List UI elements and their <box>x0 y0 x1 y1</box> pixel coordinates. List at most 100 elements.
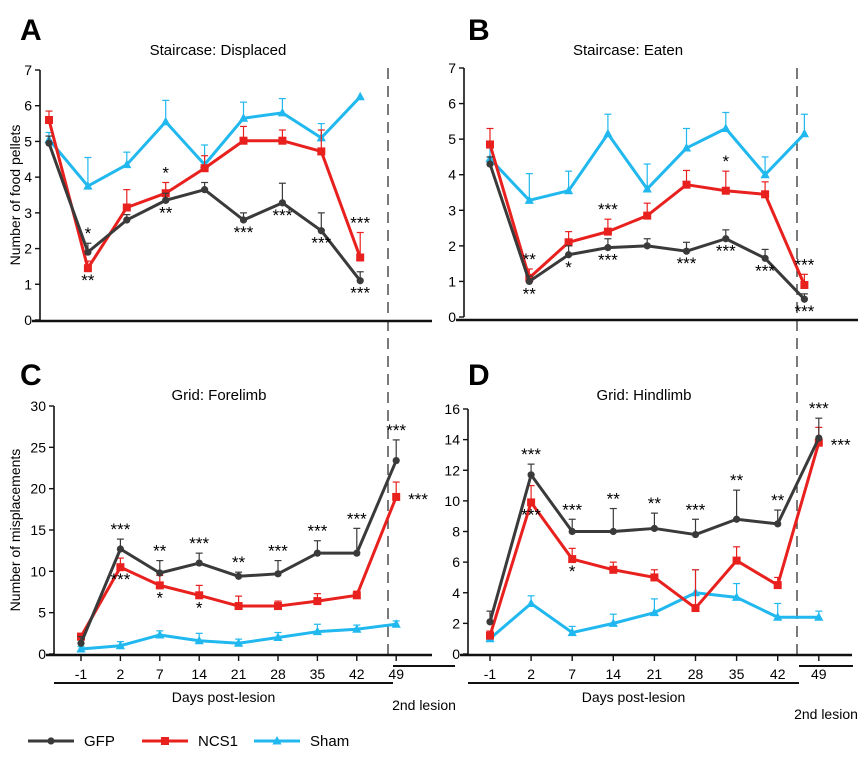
data-point-sham <box>352 624 362 633</box>
y-tick-label: 4 <box>24 169 32 185</box>
significance-marker: ** <box>232 553 246 572</box>
data-point-sham <box>564 185 574 195</box>
series-ncs1 <box>77 481 401 641</box>
data-point-gfp <box>239 216 248 224</box>
data-point-gfp <box>774 520 782 528</box>
significance-marker: *** <box>347 509 367 528</box>
data-point-ncs1 <box>773 581 782 590</box>
legend-label: GFP <box>84 733 115 750</box>
y-tick-label: 2 <box>24 241 32 257</box>
legend-label: Sham <box>310 733 349 750</box>
significance-marker: * <box>569 562 576 581</box>
data-point-gfp <box>682 247 691 255</box>
panel-letter-d: D <box>468 359 490 392</box>
significance-marker: *** <box>521 505 541 524</box>
significance-marker: * <box>85 224 92 243</box>
data-point-gfp <box>77 639 85 647</box>
y-tick-label: 7 <box>24 62 32 78</box>
data-point-ncs1 <box>45 116 53 124</box>
second-lesion-label: 2nd lesion <box>794 706 858 722</box>
data-point-ncs1 <box>155 581 164 590</box>
data-point-ncs1 <box>356 253 365 262</box>
data-point-sham <box>83 181 93 190</box>
x-tick-label: -1 <box>484 666 497 682</box>
data-point-gfp <box>761 254 769 262</box>
x-tick-label: 14 <box>191 666 207 682</box>
data-point-gfp <box>274 570 282 578</box>
data-point-ncs1 <box>200 164 209 173</box>
data-point-gfp <box>650 524 659 533</box>
data-point-sham <box>799 128 809 138</box>
x-tick-label: -1 <box>75 666 88 682</box>
legend-marker <box>47 737 55 745</box>
chart-title: Staircase: Displaced <box>150 42 287 59</box>
chart-panel-c: C Grid: Forelimb 0 5 10 15 20 25 30 Number of mis… <box>7 359 456 713</box>
significance-marker: *** <box>408 490 428 509</box>
data-point-gfp <box>527 471 535 479</box>
data-point-gfp <box>722 235 730 243</box>
data-point-sham <box>524 195 534 204</box>
x-tick-label: 7 <box>568 666 576 682</box>
y-tick-label: 20 <box>30 481 46 497</box>
data-point-gfp <box>201 186 209 194</box>
series-line-gfp <box>79 459 398 644</box>
significance-marker: *** <box>307 522 327 541</box>
x-tick-label: 35 <box>310 666 326 682</box>
chart-panel-d: D Grid: Hindlimb 0 2 4 6 8 10 12 14 16 -1 2 7 14 21 28 35… <box>444 359 857 722</box>
significance-marker: *** <box>272 206 292 225</box>
legend-label: NCS1 <box>198 733 238 750</box>
series-sham <box>44 91 365 190</box>
series-ncs1 <box>45 110 365 273</box>
data-point-ncs1 <box>392 492 401 501</box>
data-point-ncs1 <box>234 602 243 611</box>
significance-marker: *** <box>794 302 814 321</box>
data-point-ncs1 <box>564 238 573 247</box>
significance-marker: *** <box>686 500 706 519</box>
second-lesion-label: 2nd lesion <box>392 697 456 713</box>
data-point-ncs1 <box>274 602 282 611</box>
y-tick-label: 10 <box>30 563 46 579</box>
data-point-gfp <box>486 160 494 168</box>
legend-item-sham: Sham <box>254 733 349 750</box>
y-tick-label: 16 <box>444 401 460 417</box>
y-tick-label: 4 <box>452 585 460 601</box>
data-point-gfp <box>84 248 92 256</box>
x-tick-label: 21 <box>231 666 247 682</box>
y-tick-label: 0 <box>452 646 460 662</box>
y-axis-label: Number of food pellets <box>7 125 23 266</box>
series-gfp <box>77 439 400 647</box>
x-tick-label: 49 <box>388 666 404 682</box>
y-tick-label: 4 <box>448 167 456 183</box>
data-point-ncs1 <box>732 556 741 565</box>
data-point-sham <box>603 128 613 138</box>
significance-marker: ** <box>607 490 621 509</box>
y-tick-label: 0 <box>24 312 32 328</box>
y-tick-label: 1 <box>24 276 32 292</box>
significance-marker: *** <box>598 200 618 219</box>
x-axis-label: Days post-lesion <box>172 689 276 705</box>
x-tick-label: 2 <box>117 666 125 682</box>
chart-panel-a: A Staircase: Displaced 0 1 2 3 4 5 6 7 Number of f… <box>7 14 432 328</box>
data-point-gfp <box>525 277 533 286</box>
significance-marker: * <box>196 598 203 617</box>
y-tick-label: 6 <box>452 554 460 570</box>
panel-letter-b: B <box>468 14 490 47</box>
x-tick-label: 35 <box>729 666 745 682</box>
legend: GFP NCS1 Sham <box>28 733 349 750</box>
data-point-ncs1 <box>800 280 809 289</box>
x-tick-label: 2 <box>527 666 535 682</box>
data-point-ncs1 <box>682 180 691 189</box>
significance-marker: *** <box>110 570 130 589</box>
data-point-sham <box>721 123 731 132</box>
data-point-sham <box>122 159 132 169</box>
data-point-gfp <box>278 199 286 207</box>
x-tick-label: 28 <box>688 666 704 682</box>
series-sham <box>485 111 809 204</box>
significance-marker: *** <box>598 251 618 270</box>
data-point-gfp <box>604 244 612 252</box>
series-gfp <box>45 135 364 285</box>
y-tick-label: 8 <box>452 524 460 540</box>
data-point-sham <box>760 169 770 179</box>
data-point-ncs1 <box>603 227 612 236</box>
significance-marker: ** <box>523 284 537 303</box>
